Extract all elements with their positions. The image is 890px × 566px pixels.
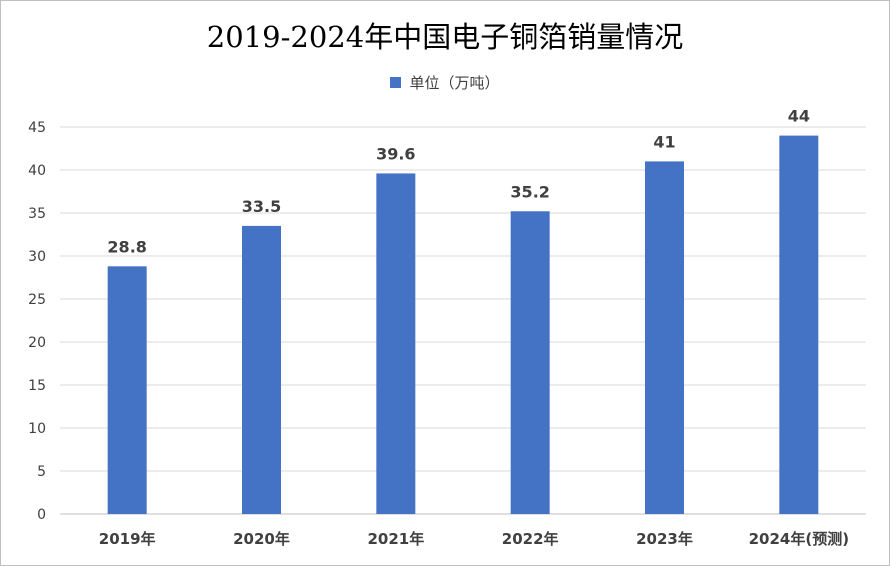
- y-tick-label: 35: [28, 206, 46, 222]
- y-tick-label: 0: [37, 507, 46, 523]
- y-tick-label: 5: [37, 464, 46, 480]
- legend: 单位（万吨）: [0, 72, 890, 93]
- x-category-label: 2024年(预测): [749, 530, 849, 548]
- y-tick-label: 45: [28, 120, 46, 136]
- data-label: 44: [788, 107, 810, 126]
- x-category-label: 2020年: [233, 530, 290, 548]
- bar: [376, 173, 416, 514]
- bar: [242, 225, 281, 514]
- legend-swatch: [390, 77, 402, 88]
- x-category-label: 2022年: [502, 530, 559, 548]
- bar: [779, 135, 819, 514]
- y-tick-label: 20: [28, 335, 46, 351]
- bars: [107, 135, 819, 514]
- data-label: 28.8: [107, 237, 146, 256]
- gridlines: [60, 126, 866, 515]
- data-label: 39.6: [376, 144, 415, 163]
- y-tick-label: 25: [28, 292, 46, 308]
- data-labels: 28.8 33.5 39.6 35.2 41 44: [107, 107, 810, 257]
- data-label: 41: [653, 132, 675, 151]
- y-tick-label: 15: [28, 378, 46, 394]
- bar: [645, 161, 684, 514]
- x-axis: 2019年 2020年 2021年 2022年 2023年 2024年(预测): [99, 530, 849, 548]
- y-tick-label: 30: [28, 249, 46, 265]
- bar: [107, 266, 147, 514]
- y-axis: 0 5 10 15 20 25 30 35 40 45: [28, 120, 46, 523]
- chart-title: 2019-2024年中国电子铜箔销量情况: [206, 20, 684, 54]
- x-category-label: 2021年: [367, 530, 424, 548]
- data-label: 33.5: [242, 197, 281, 216]
- y-tick-label: 40: [28, 163, 46, 179]
- bar: [510, 211, 550, 514]
- y-tick-label: 10: [28, 421, 46, 437]
- legend-label: 单位（万吨）: [409, 74, 500, 92]
- data-label: 35.2: [510, 182, 549, 201]
- x-category-label: 2023年: [636, 530, 693, 548]
- x-category-label: 2019年: [99, 530, 156, 548]
